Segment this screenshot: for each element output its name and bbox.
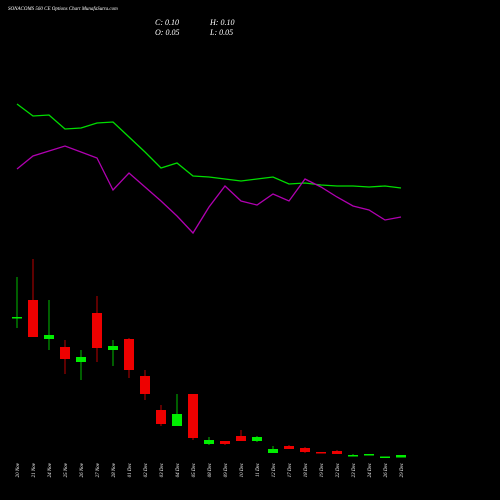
x-tick-label: 26 Dec [384, 462, 389, 477]
x-tick-label: 04 Dec [176, 462, 181, 477]
candle-body [28, 300, 38, 337]
candle-body [108, 346, 118, 350]
candle-body [60, 347, 70, 359]
x-tick-label: 24 Nov [48, 462, 53, 477]
x-tick-label: 28 Nov [112, 462, 117, 477]
indicator-line [16, 145, 402, 235]
candle-body [204, 440, 214, 444]
x-tick-label: 09 Dec [224, 462, 229, 477]
candle-body [252, 437, 262, 441]
info-open: O: 0.05 [155, 28, 179, 37]
x-tick-label: 19 Dec [320, 462, 325, 477]
x-tick-label: 24 Dec [368, 462, 373, 477]
candle-body [332, 451, 342, 454]
x-tick-label: 18 Dec [304, 462, 309, 477]
x-tick-label: 01 Dec [128, 462, 133, 477]
x-tick-label: 02 Dec [144, 462, 149, 477]
x-tick-label: 29 Dec [400, 462, 405, 477]
info-low: L: 0.05 [209, 28, 233, 37]
candle-body [12, 317, 22, 319]
x-tick-label: 05 Dec [192, 462, 197, 477]
candle-body [156, 410, 166, 424]
candle-body [92, 313, 102, 348]
candle-body [172, 414, 182, 426]
candle-body [380, 456, 390, 458]
x-tick-label: 22 Dec [336, 462, 341, 477]
candle-body [300, 448, 310, 452]
candle-body [76, 357, 86, 362]
candle-body [140, 376, 150, 394]
x-tick-label: 17 Dec [288, 462, 293, 477]
x-tick-label: 27 Nov [96, 462, 101, 477]
x-tick-label: 23 Dec [352, 462, 357, 477]
x-tick-label: 25 Nov [64, 462, 69, 477]
candle-body [188, 394, 198, 438]
candle-body [268, 449, 278, 453]
x-tick-label: 12 Dec [272, 462, 277, 477]
x-tick-label: 11 Dec [256, 462, 261, 477]
x-tick-label: 08 Dec [208, 462, 213, 477]
candle-body [236, 436, 246, 441]
candle-body [364, 454, 374, 456]
x-tick-label: 26 Nov [80, 462, 85, 477]
candle-body [396, 455, 406, 458]
chart-title: SONACOMS 560 CE Options Chart MunafaSutr… [8, 7, 118, 12]
info-close: C: 0.10 [155, 18, 179, 27]
candle-body [284, 446, 294, 449]
x-tick-label: 03 Dec [160, 462, 165, 477]
candle-body [316, 452, 326, 454]
x-tick-label: 10 Dec [240, 462, 245, 477]
x-tick-label: 20 Nov [16, 462, 21, 477]
candle-body [348, 455, 358, 457]
x-tick-label: 21 Nov [32, 462, 37, 477]
candle-body [124, 339, 134, 370]
indicator-line [16, 103, 402, 189]
candle-body [44, 335, 54, 339]
info-high: H: 0.10 [209, 18, 234, 27]
candle-body [220, 441, 230, 444]
